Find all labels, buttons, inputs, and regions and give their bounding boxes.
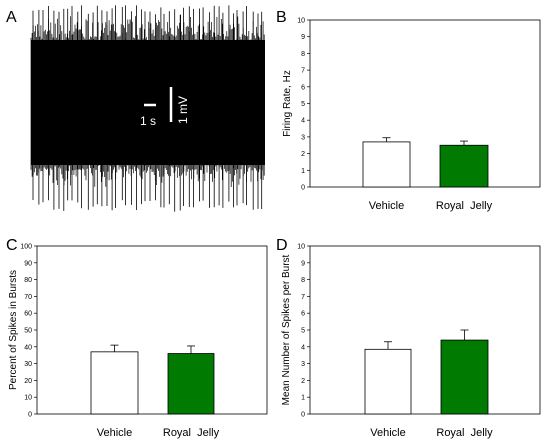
category-label: Royal Jelly bbox=[436, 427, 493, 439]
y-tick-label: 5 bbox=[301, 101, 305, 108]
category-label: Royal Jelly bbox=[436, 200, 493, 212]
y-tick-label: 4 bbox=[301, 344, 305, 351]
scale-bar: 1 s 1 mV bbox=[140, 87, 190, 128]
y-tick-label: 5 bbox=[301, 328, 305, 335]
category-label: Vehicle bbox=[370, 427, 405, 439]
bar-vehicle bbox=[362, 141, 411, 188]
y-axis-label: Mean Number of Spikes per Burst bbox=[281, 254, 292, 405]
y-tick-label: 10 bbox=[297, 244, 305, 251]
bar-royal-jelly bbox=[439, 144, 489, 188]
y-tick-label: 50 bbox=[24, 328, 32, 335]
plot-frame bbox=[309, 19, 541, 188]
plot-frame bbox=[36, 245, 268, 415]
bar-vehicle bbox=[90, 351, 139, 415]
panel-letter-c: C bbox=[6, 237, 18, 254]
y-tick-label: 80 bbox=[24, 277, 32, 284]
y-tick-label: 1 bbox=[301, 395, 305, 402]
y-tick-label: 60 bbox=[24, 311, 32, 318]
panel-letter-a: A bbox=[6, 9, 17, 26]
y-tick-label: 30 bbox=[24, 361, 32, 368]
y-tick-label: 2 bbox=[301, 151, 305, 158]
chart-percent-spikes-in-bursts: 0 10 20 30 40 50 60 70 80 90 100 Percent of Spikes … bbox=[8, 244, 268, 439]
category-label: Vehicle bbox=[369, 200, 404, 212]
chart-spikes-per-burst: 0 1 2 3 4 5 6 7 8 9 10 Mean Number of Spikes per Bu… bbox=[281, 244, 541, 439]
y-tick-label: 7 bbox=[301, 68, 305, 75]
y-tick-label: 9 bbox=[301, 260, 305, 267]
panel-letter-b: B bbox=[276, 9, 287, 26]
time-scale-label: 1 s bbox=[140, 114, 156, 128]
bar-royal-jelly bbox=[440, 339, 489, 415]
y-tick-label: 2 bbox=[301, 378, 305, 385]
y-tick-label: 40 bbox=[24, 344, 32, 351]
y-tick-label: 10 bbox=[24, 395, 32, 402]
y-tick-label: 90 bbox=[24, 260, 32, 267]
y-tick-label: 6 bbox=[301, 84, 305, 91]
y-tick-label: 3 bbox=[301, 361, 305, 368]
y-tick-label: 1 bbox=[301, 168, 305, 175]
category-label: Vehicle bbox=[97, 427, 132, 439]
y-tick-label: 8 bbox=[301, 51, 305, 58]
y-tick-label: 70 bbox=[24, 294, 32, 301]
y-tick-label: 0 bbox=[28, 412, 32, 419]
y-tick-label: 10 bbox=[297, 18, 305, 25]
y-tick-label: 4 bbox=[301, 118, 305, 125]
y-tick-label: 9 bbox=[301, 34, 305, 41]
bar-vehicle bbox=[364, 348, 412, 415]
y-tick-label: 0 bbox=[301, 185, 305, 192]
y-tick-label: 6 bbox=[301, 311, 305, 318]
spike-trace bbox=[30, 5, 265, 212]
y-axis-label: Firing Rate, Hz bbox=[282, 70, 293, 137]
voltage-scale-label: 1 mV bbox=[176, 96, 190, 124]
y-tick-label: 8 bbox=[301, 277, 305, 284]
y-tick-label: 0 bbox=[301, 412, 305, 419]
category-label: Royal Jelly bbox=[163, 427, 220, 439]
y-tick-label: 7 bbox=[301, 294, 305, 301]
y-tick-label: 100 bbox=[20, 244, 32, 251]
y-axis-label: Percent of Spikes in Bursts bbox=[8, 270, 19, 390]
chart-firing-rate: 0 1 2 3 4 5 6 7 8 9 10 Firing Rate, Hz Vehicle Royal … bbox=[282, 18, 541, 212]
plot-frame bbox=[309, 245, 541, 415]
panel-letter-d: D bbox=[276, 237, 288, 254]
bar-royal-jelly bbox=[167, 353, 215, 415]
y-tick-label: 3 bbox=[301, 134, 305, 141]
y-tick-label: 20 bbox=[24, 378, 32, 385]
